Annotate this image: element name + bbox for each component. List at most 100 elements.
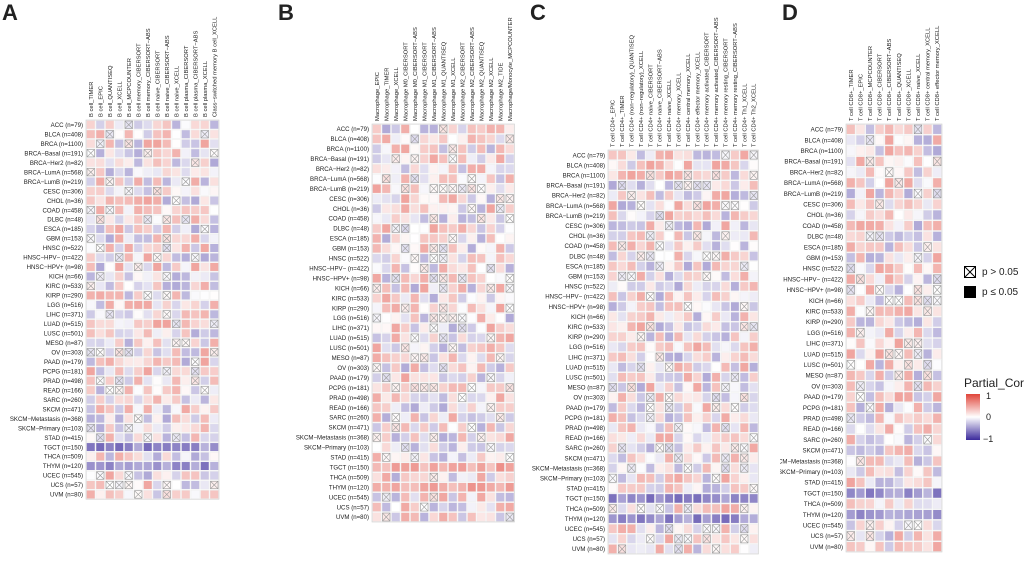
cell <box>495 472 505 482</box>
cross-mark <box>143 291 152 300</box>
cell <box>627 352 636 362</box>
cell <box>114 281 124 291</box>
cell <box>200 186 210 196</box>
cell <box>429 154 439 164</box>
cell <box>711 241 721 251</box>
cross-mark <box>608 473 617 483</box>
row-label: BRCA−Basal (n=191) <box>546 183 605 190</box>
row-label: LUAD (n=515) <box>330 335 369 342</box>
cross-mark <box>702 181 711 190</box>
cell <box>711 210 721 221</box>
cell <box>636 544 646 554</box>
cell <box>181 433 191 443</box>
cell <box>894 520 904 531</box>
cell <box>181 309 191 319</box>
cell <box>143 129 153 139</box>
cell <box>419 183 429 194</box>
row-label: BRCA−LumB (n=219) <box>310 186 369 193</box>
cell <box>429 422 439 433</box>
row-label: ACC (n=79) <box>337 126 369 133</box>
cell <box>133 148 143 158</box>
cross-mark <box>904 360 913 370</box>
cell <box>730 241 740 251</box>
cell <box>114 452 124 462</box>
cell <box>133 328 143 338</box>
cell <box>486 412 496 423</box>
cell <box>855 177 865 188</box>
cell <box>739 190 749 201</box>
cell <box>133 252 143 262</box>
cell <box>884 423 894 435</box>
cross-mark <box>894 349 903 359</box>
cell <box>674 311 683 322</box>
row-label: DLBC (n=48) <box>807 234 843 241</box>
cell <box>190 423 200 433</box>
cell <box>162 158 172 168</box>
cell <box>913 359 923 370</box>
cell <box>124 404 134 414</box>
cell <box>114 290 124 300</box>
row-label: MESO (n=87) <box>332 355 369 362</box>
row-label: STAD (n=415) <box>44 435 83 442</box>
cell <box>476 343 486 353</box>
cell <box>664 453 674 463</box>
cross-mark <box>429 214 438 223</box>
row-label: KIRC (n=533) <box>806 308 843 315</box>
cell <box>190 129 200 139</box>
cell <box>448 402 458 413</box>
cross-mark <box>608 504 617 513</box>
cross-mark <box>683 302 692 311</box>
cell <box>884 209 894 221</box>
cell <box>200 442 210 452</box>
cell <box>457 422 467 433</box>
cell <box>133 423 143 433</box>
cell <box>846 455 856 467</box>
cell <box>143 281 153 291</box>
cell <box>391 462 401 472</box>
cell <box>683 473 693 484</box>
cell <box>645 342 655 352</box>
cell <box>476 502 486 512</box>
cell <box>875 391 885 402</box>
row-label: THYM (n=120) <box>329 484 369 491</box>
row-label: LUAD (n=515) <box>44 321 83 328</box>
cell <box>932 541 942 552</box>
cell <box>171 290 181 300</box>
cell <box>865 188 875 199</box>
cross-mark <box>86 424 95 433</box>
cell <box>162 433 172 443</box>
cell <box>476 492 486 502</box>
cross-mark <box>172 319 181 328</box>
cross-mark <box>923 360 932 370</box>
cell <box>608 180 618 191</box>
cell <box>457 382 467 393</box>
cell <box>133 205 143 215</box>
cell <box>894 188 904 199</box>
cross-mark <box>410 333 419 343</box>
row-label: KIRP (n=290) <box>332 305 369 312</box>
cell <box>419 134 429 144</box>
cell <box>133 129 143 139</box>
cell <box>674 443 683 453</box>
cell <box>152 442 162 452</box>
column-label: B cell naive_CIBERSORT <box>155 50 161 117</box>
cell <box>95 224 105 234</box>
cell <box>617 372 627 383</box>
cell <box>95 167 105 177</box>
cell <box>664 261 674 271</box>
cell <box>846 348 856 360</box>
cell <box>133 215 143 225</box>
cell <box>200 120 210 130</box>
cell <box>162 357 172 367</box>
cell <box>664 160 674 170</box>
cross-mark <box>96 433 105 442</box>
cell <box>391 353 401 363</box>
cell <box>143 442 153 452</box>
cross-mark <box>448 234 457 243</box>
cell <box>932 520 942 531</box>
cross-mark <box>124 471 133 480</box>
row-label: CHOL (n=36) <box>807 212 843 219</box>
cell <box>400 472 410 482</box>
row-label: KIRC (n=533) <box>332 295 369 302</box>
cell <box>467 462 477 472</box>
